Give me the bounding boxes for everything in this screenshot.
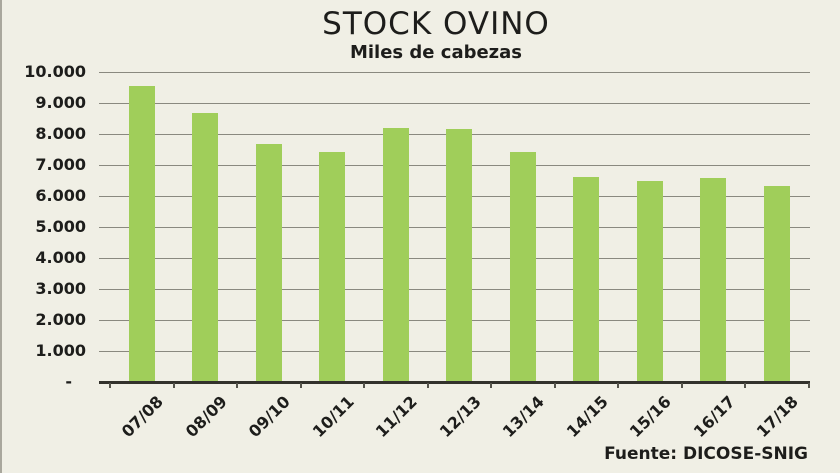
- x-axis-label: 12/13: [435, 392, 485, 442]
- bar: [192, 113, 219, 381]
- x-axis-tick: [426, 383, 429, 388]
- x-axis-tick: [109, 383, 111, 388]
- y-axis-label: 7.000: [35, 155, 86, 174]
- chart-header: STOCK OVINO Miles de cabezas: [32, 6, 840, 63]
- x-axis-tick: [490, 383, 492, 388]
- bar: [700, 178, 727, 381]
- x-axis-line: [99, 381, 810, 384]
- x-axis-tick: [363, 383, 365, 388]
- y-axis-label: 6.000: [35, 186, 86, 205]
- bar: [509, 151, 536, 381]
- x-axis-label: 16/17: [689, 392, 739, 442]
- x-axis-label: 17/18: [753, 392, 803, 442]
- x-axis-label: 15/16: [626, 392, 676, 442]
- x-axis-label: 13/14: [499, 392, 549, 442]
- y-axis-label: 9.000: [35, 93, 86, 112]
- chart-title: STOCK OVINO: [322, 6, 550, 42]
- bar: [382, 127, 409, 381]
- x-axis-label: 08/09: [181, 392, 231, 442]
- x-axis-label: 10/11: [308, 392, 358, 442]
- x-axis-tick: [299, 383, 302, 388]
- y-gridline: [99, 71, 810, 73]
- x-axis-tick: [553, 383, 556, 388]
- bar: [319, 151, 346, 381]
- y-axis-label: 4.000: [35, 248, 86, 267]
- bar: [636, 180, 663, 381]
- x-axis-tick: [617, 383, 619, 388]
- y-axis-label: -: [65, 372, 72, 391]
- source-caption: Fuente: DICOSE-SNIG: [604, 444, 808, 464]
- y-axis-label: 8.000: [35, 124, 86, 143]
- y-gridline: [99, 102, 810, 104]
- y-axis-label: 2.000: [35, 310, 86, 329]
- x-axis-label: 14/15: [562, 392, 612, 442]
- y-axis-label: 10.000: [24, 62, 86, 81]
- bar: [255, 143, 282, 381]
- x-axis-label: 11/12: [372, 392, 422, 442]
- x-axis-tick: [807, 383, 810, 388]
- x-axis-tick: [172, 383, 175, 388]
- y-axis-label: 5.000: [35, 217, 86, 236]
- bar: [763, 186, 790, 381]
- bar: [128, 85, 155, 381]
- y-axis-label: 3.000: [35, 279, 86, 298]
- bar: [446, 129, 473, 381]
- x-axis-tick: [680, 383, 683, 388]
- bar: [573, 177, 600, 381]
- y-axis-label: 1.000: [35, 341, 86, 360]
- x-axis-label: 07/08: [118, 392, 168, 442]
- x-axis-tick: [236, 383, 238, 388]
- x-axis-label: 09/10: [245, 392, 295, 442]
- x-axis-tick: [744, 383, 746, 388]
- chart-subtitle: Miles de cabezas: [349, 42, 523, 63]
